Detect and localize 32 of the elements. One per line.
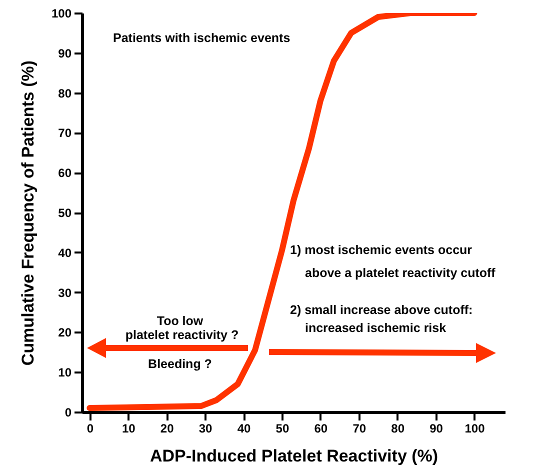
annotation: above a platelet reactivity cutoff [305, 266, 496, 280]
annotation: platelet reactivity ? [125, 328, 239, 342]
y-tick-label: 10 [58, 366, 72, 380]
y-tick-label: 0 [64, 406, 72, 420]
annotation: increased ischemic risk [305, 321, 446, 335]
x-tick-label: 60 [314, 422, 328, 436]
y-tick-label: 60 [58, 166, 72, 180]
x-tick-label: 40 [237, 422, 252, 436]
annotation: Patients with ischemic events [113, 31, 290, 45]
annotation: Bleeding ? [148, 357, 212, 371]
x-tick-label: 80 [391, 422, 405, 436]
annotation: 2) small increase above cutoff: [290, 303, 473, 317]
x-tick-label: 30 [198, 422, 213, 436]
y-tick-label: 100 [51, 6, 72, 20]
y-tick-label: 30 [58, 286, 72, 300]
x-tick-label: 0 [86, 422, 94, 436]
y-tick-label: 40 [58, 246, 72, 260]
x-tick-label: 10 [122, 422, 136, 436]
y-tick-label: 80 [58, 86, 72, 100]
y-tick-label: 70 [58, 126, 72, 140]
x-tick-label: 100 [464, 422, 486, 436]
annotation: Too low [156, 314, 204, 328]
x-tick-label: 50 [276, 422, 290, 436]
x-tick-label: 20 [160, 422, 174, 436]
y-tick-label: 50 [58, 206, 72, 220]
y-axis-title: Cumulative Frequency of Patients (%) [18, 60, 38, 366]
y-tick-label: 90 [58, 46, 72, 60]
annotation: 1) most ischemic events occur [290, 243, 472, 257]
y-tick-label: 20 [58, 326, 72, 340]
x-tick-label: 90 [430, 422, 444, 436]
x-tick-label: 70 [352, 422, 366, 436]
x-axis-title: ADP-Induced Platelet Reactivity (%) [150, 446, 438, 466]
